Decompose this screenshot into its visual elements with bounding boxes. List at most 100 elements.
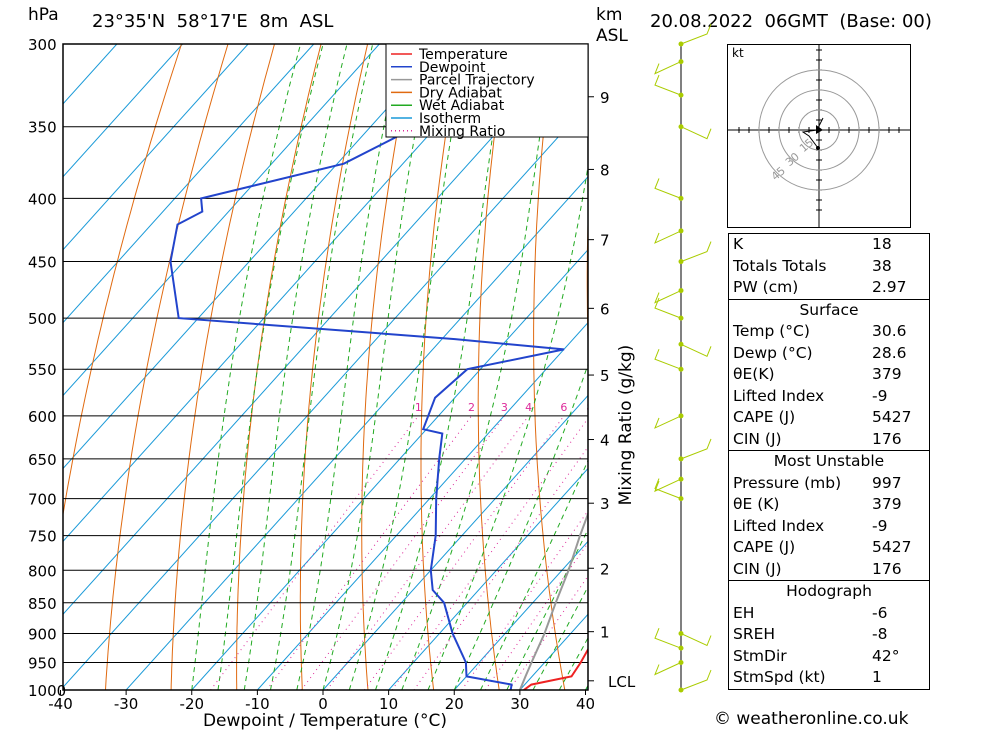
wind-barb [680, 669, 712, 691]
legend-entry: Parcel Trajectory [419, 73, 535, 89]
wind-barb-dot [678, 659, 684, 665]
stat-value: 5427 [872, 408, 912, 426]
footer-copyright: © weatheronline.co.uk [714, 709, 909, 729]
wind-barb [654, 478, 682, 493]
km-tick-label: 9 [600, 89, 610, 107]
mixing-ratio-label: 1 [415, 401, 422, 414]
pressure-tick-label: 300 [28, 36, 57, 54]
wind-barb [680, 126, 712, 140]
stat-label: StmDir [733, 646, 787, 665]
mixing-ratio-label: 25 [693, 401, 707, 414]
mixing-ratio-label: 16 [649, 401, 663, 414]
pressure-tick-label: 800 [28, 562, 57, 580]
pressure-tick-label: 400 [28, 190, 57, 208]
wet-adiabat-line [506, 528, 588, 690]
hodo-ring [758, 69, 880, 191]
hodograph-stats-title: Hodograph [729, 580, 929, 603]
wind-barb-dot [678, 92, 684, 98]
isotherm-line [63, 44, 380, 397]
x-axis-label: Dewpoint / Temperature (°C) [203, 711, 447, 731]
wind-barb [680, 633, 712, 647]
hpa-unit-label: hPa [28, 5, 59, 25]
stat-label: CIN (J) [733, 559, 782, 578]
wind-barb-dot [678, 366, 684, 372]
wet-adiabat-line [217, 44, 324, 690]
mixing-ratio-label: 2 [468, 401, 475, 414]
pressure-tick-label: 450 [28, 254, 57, 272]
mixing-ratio-line [413, 446, 588, 690]
wind-barb-dot [678, 288, 684, 294]
pressure-tick-label: 750 [28, 528, 57, 546]
stat-value: 379 [872, 365, 902, 383]
hodo-point [816, 146, 820, 150]
stat-row: θE(K) 379 [729, 364, 929, 386]
km-tick-label: 6 [600, 300, 610, 318]
stat-label: Lifted Index [733, 386, 825, 405]
stat-label: StmSpd (kt) [733, 668, 826, 686]
asl-unit-label: ASL [596, 26, 628, 46]
stat-label: EH [733, 603, 755, 622]
dry-adiabat-line [420, 44, 462, 690]
temperature-tick-label: -40 [48, 695, 73, 713]
isotherm-line [322, 394, 588, 690]
stat-value: 42° [872, 646, 900, 665]
stat-value: 30.6 [872, 322, 907, 340]
wind-barb [680, 241, 712, 263]
isotherm-line [453, 540, 588, 690]
stat-label: PW (cm) [733, 278, 799, 296]
stat-row: CAPE (J) 5427 [729, 537, 929, 559]
stat-label: K [733, 235, 744, 253]
stat-row: CIN (J) 176 [729, 429, 929, 451]
wet-adiabat-line [348, 44, 468, 690]
wind-barb-dot [678, 630, 684, 636]
temperature-tick-label: 30 [510, 695, 529, 713]
km-tick-label: 5 [600, 367, 610, 385]
legend-entry: Dewpoint [419, 60, 486, 76]
wind-barb [654, 628, 682, 649]
stat-label: CIN (J) [733, 429, 782, 448]
stat-row: CIN (J) 176 [729, 559, 929, 581]
hodograph-unit: kt [732, 46, 744, 60]
km-tick-label: 7 [600, 232, 610, 250]
pressure-tick-label: 900 [28, 626, 57, 644]
wind-barb [680, 23, 712, 45]
stat-value: 2.97 [872, 278, 907, 296]
mixing-ratio-line [363, 415, 565, 690]
hodo-trace [801, 117, 824, 149]
wind-barb-dot [678, 341, 684, 347]
wet-adiabat-line [532, 585, 588, 690]
stat-value: 1 [872, 668, 882, 686]
pressure-tick-label: 1000 [28, 682, 66, 700]
stat-row: Lifted Index -9 [729, 516, 929, 538]
temperature-tick-label: -20 [180, 695, 205, 713]
stat-row: Lifted Index -9 [729, 386, 929, 408]
wind-barb-dot [678, 496, 684, 502]
station-location: 23°35'N 58°17'E 8m ASL [92, 11, 334, 32]
stat-row: Temp (°C) 30.6 [729, 321, 929, 343]
pressure-tick-label: 600 [28, 408, 57, 426]
wind-barb-dot [678, 59, 684, 65]
mixing-ratio-line [391, 417, 588, 690]
mixing-ratio-line [461, 510, 588, 690]
wind-barb [680, 438, 712, 460]
wind-barb [654, 74, 682, 96]
hodo-ring [778, 89, 860, 171]
wind-barb [654, 178, 682, 199]
isotherm-line [63, 44, 512, 543]
mixing-ratio-line [326, 415, 530, 690]
temperature-tick-label: 10 [379, 695, 398, 713]
stat-label: CAPE (J) [733, 538, 796, 556]
temperature-tick-label: -30 [114, 695, 139, 713]
pressure-tick-label: 550 [28, 361, 57, 379]
wet-adiabat-line [427, 163, 588, 690]
indices-panel: K 18 Totals Totals 38 PW (cm) 2.97 Surface Te… [728, 233, 930, 690]
wet-adiabat-line [191, 44, 302, 690]
wind-barb [654, 290, 682, 304]
isotherm-line [63, 103, 588, 688]
stat-row: θE (K) 379 [729, 494, 929, 516]
isotherm-line [125, 176, 588, 690]
stat-value: -8 [872, 625, 888, 643]
wind-barb [654, 662, 682, 676]
stat-row: Pressure (mb) 997 [729, 473, 929, 495]
